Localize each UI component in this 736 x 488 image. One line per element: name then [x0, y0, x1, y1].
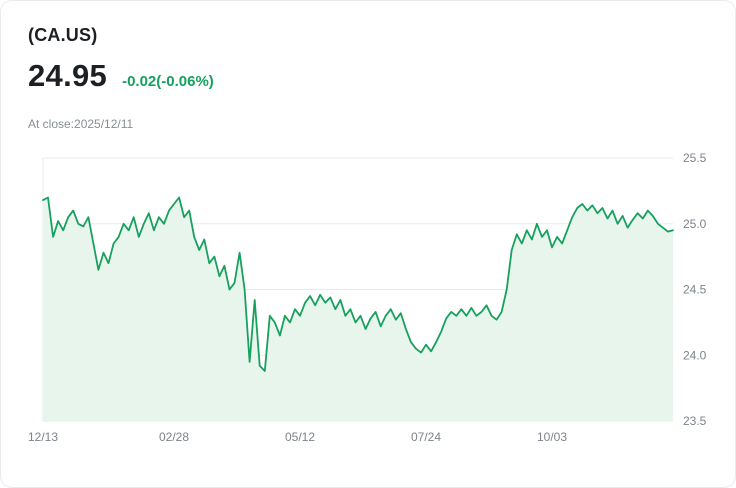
y-axis-label: 24.0 — [683, 348, 707, 362]
y-axis-label: 23.5 — [683, 414, 707, 428]
stock-symbol: (CA.US) — [28, 25, 98, 45]
x-axis-label: 07/24 — [411, 430, 441, 444]
last-price: 24.95 — [28, 58, 108, 93]
x-axis-label: 02/28 — [159, 430, 189, 444]
price-chart-svg[interactable]: 25.5 25.0 24.5 24.0 23.5 12/13 02/28 05/12 07/24… — [1, 149, 736, 453]
y-axis-label: 24.5 — [683, 283, 707, 297]
x-axis-label: 10/03 — [537, 430, 567, 444]
price-chart[interactable]: 25.5 25.0 24.5 24.0 23.5 12/13 02/28 05/12 07/24… — [1, 149, 736, 453]
price-row: 24.95 -0.02(-0.06%) — [28, 58, 214, 94]
y-axis-label: 25.5 — [683, 151, 707, 165]
price-line — [42, 196, 674, 372]
price-change: -0.02(-0.06%) — [122, 73, 214, 90]
x-axis-label: 05/12 — [285, 430, 315, 444]
price-area — [43, 197, 673, 421]
x-axis-label: 12/13 — [28, 430, 58, 444]
as-of-timestamp: At close:2025/12/11 — [28, 117, 134, 131]
y-axis-label: 25.0 — [683, 217, 707, 231]
x-axis: 12/13 02/28 05/12 07/24 10/03 — [28, 430, 567, 444]
